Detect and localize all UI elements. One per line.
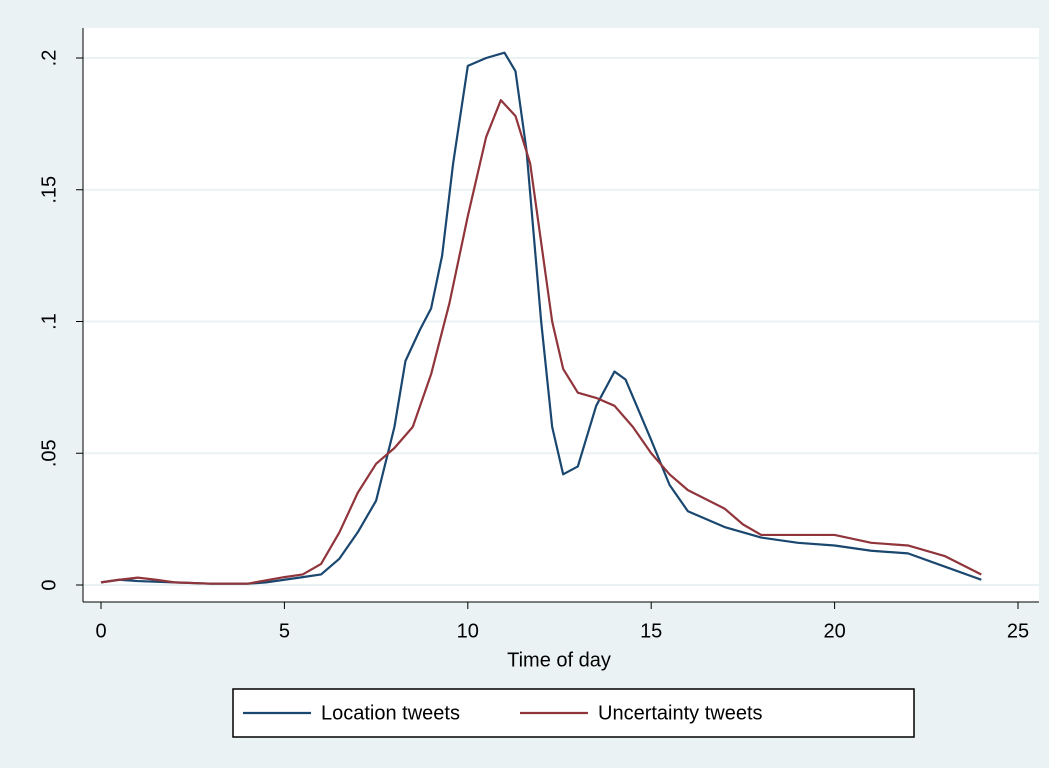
x-tick-label: 25 [1007, 620, 1029, 642]
y-tick-label: .2 [38, 50, 60, 67]
x-axis-label: Time of day [507, 649, 611, 671]
x-tick-label: 10 [457, 620, 479, 642]
y-tick-label: .1 [38, 313, 60, 330]
plot-area [83, 28, 1039, 602]
data-line [100, 51, 982, 585]
x-tick-label: 15 [640, 620, 662, 642]
y-tick-label: .15 [38, 176, 60, 204]
y-tick-label: .05 [38, 439, 60, 467]
legend-label: Location tweets [321, 702, 460, 724]
y-tick-label: 0 [38, 579, 60, 590]
data-line [100, 99, 982, 585]
legend-label: Uncertainty tweets [598, 702, 763, 724]
x-tick-label: 20 [823, 620, 845, 642]
x-tick-label: 5 [279, 620, 290, 642]
x-tick-label: 0 [95, 620, 106, 642]
